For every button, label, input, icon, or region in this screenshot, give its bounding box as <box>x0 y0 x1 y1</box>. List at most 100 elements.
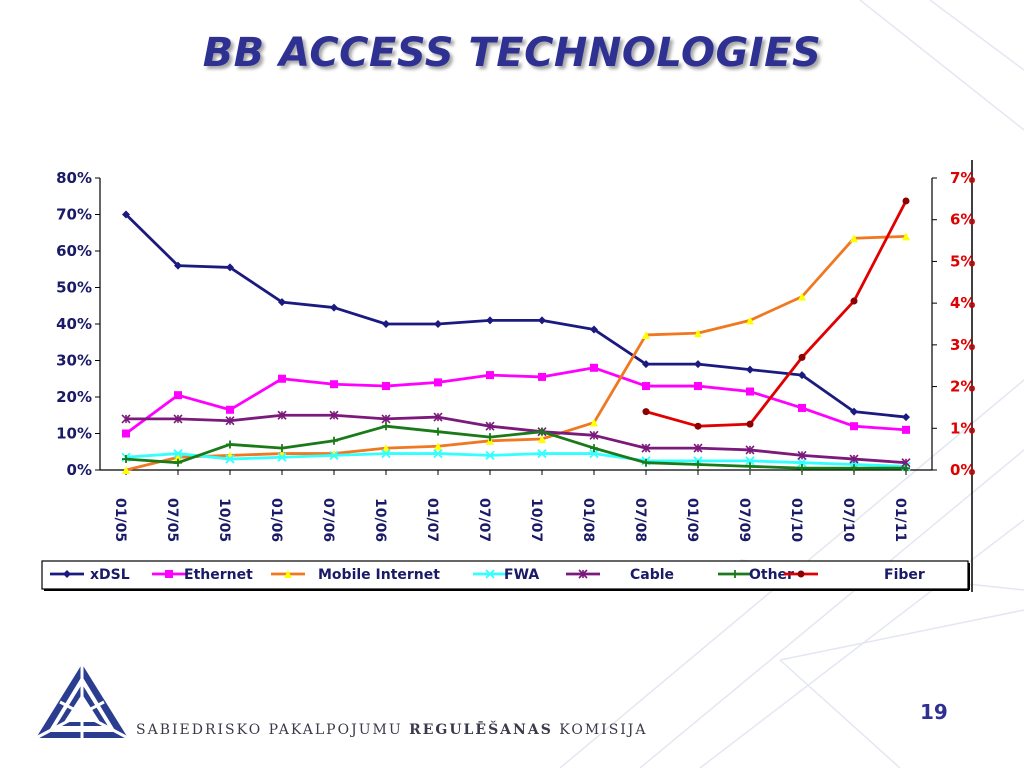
x-tick-label: 01/07 <box>424 498 440 542</box>
page-number: 19 <box>920 700 948 724</box>
data-point-xdsl <box>642 360 650 369</box>
x-tick-label: 01/08 <box>580 498 596 542</box>
data-point-ethernet <box>122 429 130 438</box>
data-point-other <box>590 444 598 453</box>
data-point-fwa <box>277 452 287 462</box>
data-point-fwa <box>173 448 183 459</box>
data-point-ethernet <box>902 425 910 434</box>
data-point-other <box>798 464 806 473</box>
data-point-xdsl <box>278 298 286 307</box>
data-point-ethernet <box>174 391 182 400</box>
data-point-ethernet <box>330 380 338 389</box>
data-point-fwa <box>745 456 755 466</box>
x-tick-label: 01/06 <box>268 498 284 542</box>
data-point-fiber <box>850 297 858 305</box>
data-point-other <box>330 436 338 445</box>
data-point-xdsl <box>330 303 338 312</box>
data-point-ethernet <box>746 387 754 396</box>
legend-marker-cable <box>578 569 588 579</box>
y-right-tick-label: 5% <box>950 252 975 270</box>
data-point-mobile-internet <box>122 466 130 474</box>
y-right-tick-label: 6% <box>950 211 975 229</box>
data-point-xdsl <box>538 316 546 325</box>
data-point-fiber <box>642 408 650 416</box>
series-line-other <box>125 424 906 470</box>
y-right-tick-label: 0% <box>950 461 975 479</box>
data-point-mobile-internet <box>746 316 754 325</box>
x-tick-label: 10/07 <box>528 498 544 542</box>
x-tick-label: 07/05 <box>164 498 180 542</box>
legend-label-fwa: FWA <box>504 567 539 583</box>
data-point-cable <box>225 416 235 426</box>
data-point-ethernet <box>382 382 390 391</box>
data-point-fwa <box>329 450 339 461</box>
data-point-cable <box>693 443 703 453</box>
data-point-cable <box>797 450 807 460</box>
data-point-fiber <box>798 353 806 361</box>
data-point-xdsl <box>382 320 390 328</box>
data-point-other <box>746 462 754 471</box>
data-point-mobile-internet <box>538 434 546 443</box>
footer-organization: SABIEDRISKO PAKALPOJUMU REGULĒŠANAS KOMI… <box>136 722 648 738</box>
data-point-xdsl <box>746 365 754 374</box>
data-point-cable <box>433 412 443 422</box>
data-point-ethernet <box>538 372 546 381</box>
data-point-other <box>486 433 494 442</box>
data-point-other <box>226 440 234 449</box>
legend-label-xdsl: xDSL <box>90 567 130 583</box>
legend-label-mobile-internet: Mobile Internet <box>318 567 440 583</box>
y-left-tick-label: 80% <box>56 169 92 187</box>
data-point-ethernet <box>850 422 858 431</box>
series-line-ethernet <box>125 366 907 435</box>
x-tick-label: 07/09 <box>736 498 752 542</box>
data-point-xdsl <box>486 316 494 325</box>
series-line-mobile-internet <box>125 235 907 472</box>
data-point-cable <box>277 410 287 420</box>
data-point-other <box>278 444 286 453</box>
data-point-fwa <box>225 454 235 464</box>
page-title: BB ACCESS TECHNOLOGIES <box>202 30 822 76</box>
series-line-fiber <box>645 200 908 428</box>
data-point-other <box>694 460 702 469</box>
data-point-cable <box>173 414 183 424</box>
x-tick-label: 01/11 <box>892 498 908 542</box>
data-point-ethernet <box>642 382 650 391</box>
data-point-cable <box>381 414 391 424</box>
data-point-mobile-internet <box>694 329 702 338</box>
data-point-fwa <box>381 448 391 459</box>
y-left-tick-label: 50% <box>56 279 92 297</box>
y-right-tick-label: 1% <box>950 419 975 437</box>
x-tick-label: 07/06 <box>320 498 336 542</box>
data-point-xdsl <box>590 325 598 334</box>
y-right-tick-label: 4% <box>950 294 975 312</box>
data-point-ethernet <box>278 374 286 383</box>
y-right-tick-label: 3% <box>950 336 975 354</box>
data-point-cable <box>485 421 495 431</box>
data-point-ethernet <box>486 371 494 380</box>
data-point-fwa <box>537 448 547 459</box>
data-point-cable <box>589 430 599 440</box>
data-point-xdsl <box>902 413 910 422</box>
data-point-fwa <box>485 450 495 461</box>
legend-label-other: Other <box>749 567 794 583</box>
data-point-mobile-internet <box>642 330 650 339</box>
data-point-fiber <box>902 197 910 205</box>
data-point-xdsl <box>694 360 702 369</box>
legend-marker-fiber <box>797 570 805 578</box>
y-left-tick-label: 70% <box>56 206 92 224</box>
x-tick-label: 07/07 <box>476 498 492 542</box>
series-line-xdsl <box>125 213 907 419</box>
legend-marker-other <box>731 570 739 578</box>
data-point-mobile-internet <box>174 453 182 462</box>
y-left-tick-label: 60% <box>56 242 92 260</box>
y-right-tick-label: 2% <box>950 378 975 396</box>
data-point-cable <box>121 414 131 424</box>
data-point-other <box>122 455 130 464</box>
y-left-tick-label: 20% <box>56 388 92 406</box>
legend-label-fiber: Fiber <box>884 567 925 583</box>
data-point-other <box>174 458 182 467</box>
data-point-other <box>642 458 650 467</box>
x-tick-label: 07/10 <box>840 498 856 542</box>
data-point-ethernet <box>590 363 598 372</box>
